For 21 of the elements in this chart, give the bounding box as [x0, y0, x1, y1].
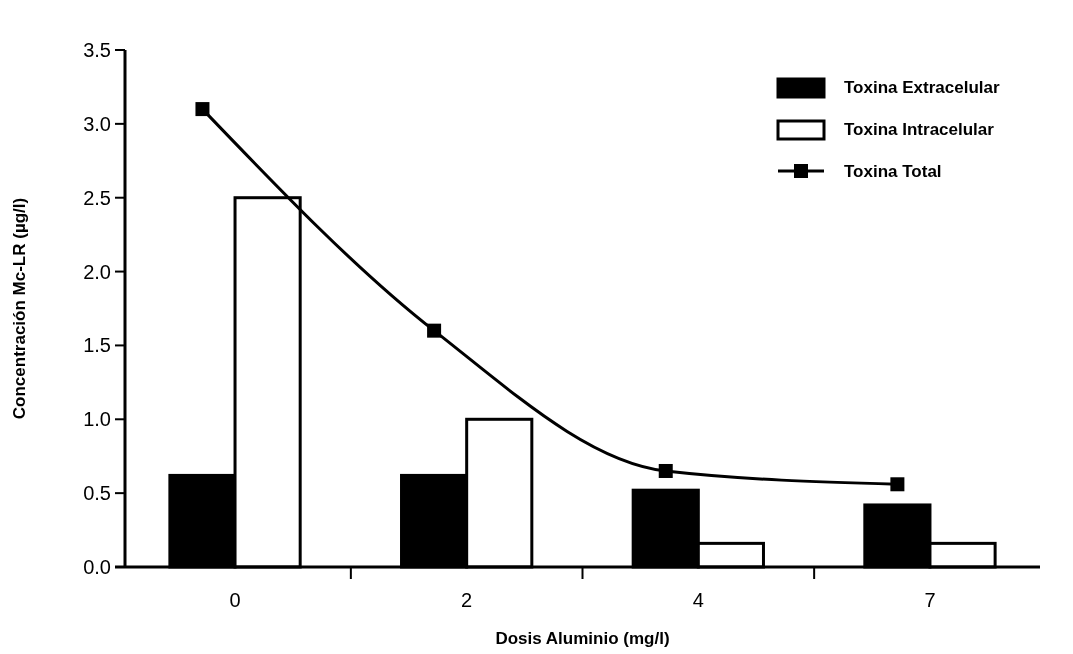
legend-label: Toxina Extracelular	[844, 77, 1000, 97]
y-tick-label: 1.5	[83, 334, 111, 357]
y-tick-label: 3.5	[83, 39, 111, 61]
point	[890, 477, 905, 492]
x-tick-label: 0	[229, 589, 241, 611]
y-axis-title: Concentración Mc-LR (µg/l)	[10, 197, 29, 420]
legend-label: Toxina Total	[844, 161, 942, 181]
point	[427, 323, 442, 338]
y-tick-label: 2.5	[83, 186, 111, 209]
legend-label: Toxina Intracelular	[844, 119, 995, 139]
y-tick-label: 3.0	[83, 112, 111, 135]
y-tick-label: 1.0	[83, 408, 111, 431]
point	[658, 463, 673, 478]
y-tick-label: 0.5	[83, 482, 111, 505]
y-tick-label: 2.0	[83, 260, 111, 283]
x-tick-label: 7	[924, 589, 936, 611]
x-tick-label: 4	[692, 589, 704, 611]
x-tick-label: 2	[461, 589, 473, 611]
point	[195, 102, 210, 117]
y-tick-label: 0.0	[83, 556, 111, 578]
x-axis-title: Dosis Aluminio (mg/l)	[495, 629, 670, 648]
